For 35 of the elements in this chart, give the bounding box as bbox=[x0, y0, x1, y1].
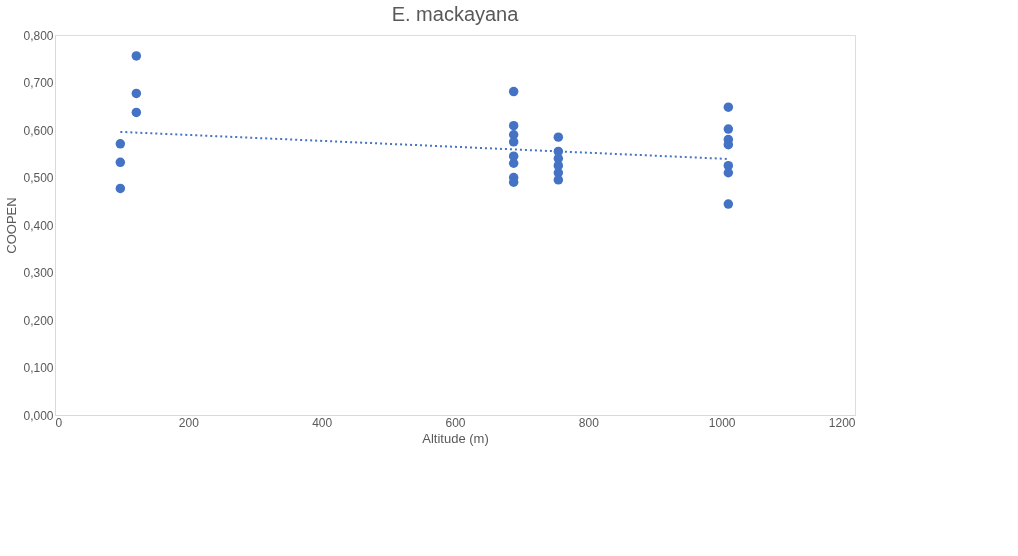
y-tick-label: 0,700 bbox=[23, 76, 54, 90]
point bbox=[131, 51, 142, 61]
y-tick-label: 0,400 bbox=[23, 218, 54, 233]
x-tick-label: 1200 bbox=[828, 415, 856, 430]
x-tick-label: 600 bbox=[445, 415, 466, 430]
x-axis-title: Altitude (m) bbox=[422, 430, 489, 446]
point bbox=[131, 107, 142, 118]
x-tick-label: 1000 bbox=[708, 415, 736, 430]
y-axis-title: COOPEN bbox=[4, 197, 20, 254]
y-tick-label: 0,600 bbox=[23, 123, 54, 138]
y-tick-label: 0,800 bbox=[23, 28, 54, 43]
x-tick-label: 0 bbox=[55, 415, 63, 430]
y-tick-label: 0,000 bbox=[23, 408, 54, 423]
point bbox=[723, 199, 734, 209]
point bbox=[508, 120, 519, 131]
point bbox=[723, 102, 734, 112]
point bbox=[553, 175, 564, 185]
x-tick-label: 400 bbox=[312, 415, 333, 430]
point bbox=[115, 139, 126, 149]
point bbox=[723, 168, 734, 178]
point bbox=[115, 183, 126, 194]
x-tick-label: 800 bbox=[578, 415, 600, 430]
point bbox=[115, 157, 126, 168]
point bbox=[723, 124, 734, 134]
point bbox=[131, 88, 142, 99]
y-tick-label: 0,500 bbox=[23, 171, 54, 185]
point bbox=[508, 137, 519, 147]
point bbox=[553, 132, 564, 142]
y-tick-label: 0,100 bbox=[23, 361, 54, 375]
point bbox=[508, 158, 519, 168]
x-tick-label: 200 bbox=[178, 415, 200, 430]
chart-title: E. mackayana bbox=[391, 3, 520, 25]
y-tick-label: 0,200 bbox=[23, 313, 54, 328]
y-tick-label: 0,300 bbox=[23, 266, 54, 280]
point bbox=[508, 86, 519, 97]
